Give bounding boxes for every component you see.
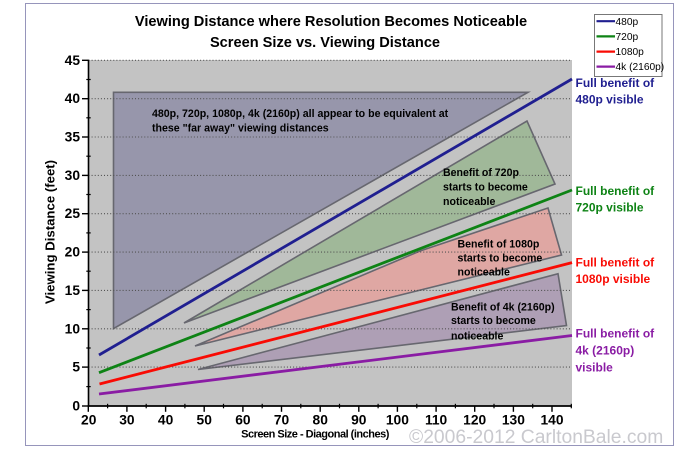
svg-text:20: 20 (81, 413, 97, 428)
svg-text:10: 10 (65, 321, 81, 336)
svg-text:starts to become: starts to become (458, 253, 543, 265)
svg-text:90: 90 (351, 413, 367, 428)
svg-text:480p: 480p (616, 17, 639, 28)
svg-text:Full benefit of: Full benefit of (576, 327, 656, 341)
svg-text:480p, 720p, 1080p, 4k (2160p): 480p, 720p, 1080p, 4k (2160p) all appear… (152, 108, 449, 120)
svg-text:Screen Size vs. Viewing Distan: Screen Size vs. Viewing Distance (210, 35, 440, 51)
svg-text:noticeable: noticeable (458, 267, 511, 279)
svg-text:4k (2160p): 4k (2160p) (616, 62, 665, 73)
svg-text:0: 0 (72, 399, 80, 414)
svg-text:15: 15 (65, 283, 81, 298)
svg-text:120: 120 (463, 413, 486, 428)
svg-text:60: 60 (235, 413, 251, 428)
svg-text:starts to become: starts to become (451, 315, 536, 327)
svg-text:5: 5 (72, 360, 80, 375)
svg-text:30: 30 (65, 168, 81, 183)
svg-text:50: 50 (197, 413, 213, 428)
svg-text:1080p: 1080p (616, 47, 645, 58)
svg-text:720p visible: 720p visible (576, 201, 644, 215)
svg-text:100: 100 (386, 413, 409, 428)
svg-text:Benefit of 1080p: Benefit of 1080p (458, 239, 540, 251)
svg-text:Benefit of 720p: Benefit of 720p (443, 167, 519, 179)
svg-text:Benefit of 4k (2160p): Benefit of 4k (2160p) (451, 302, 555, 314)
svg-text:45: 45 (65, 53, 81, 68)
svg-text:©2006-2012 CarltonBale.com: ©2006-2012 CarltonBale.com (409, 427, 663, 448)
svg-text:noticeable: noticeable (443, 196, 496, 208)
svg-text:Viewing Distance (feet): Viewing Distance (feet) (43, 160, 58, 304)
svg-text:Full benefit of: Full benefit of (576, 256, 656, 270)
svg-text:480p visible: 480p visible (576, 93, 644, 107)
svg-text:720p: 720p (616, 32, 639, 43)
svg-text:80: 80 (313, 413, 329, 428)
svg-text:Full benefit of: Full benefit of (576, 76, 656, 90)
svg-text:30: 30 (119, 413, 135, 428)
svg-text:130: 130 (502, 413, 525, 428)
svg-text:Viewing Distance where Resolut: Viewing Distance where Resolution Become… (135, 14, 527, 30)
svg-text:these "far away" viewing dista: these "far away" viewing distances (152, 123, 329, 135)
svg-text:25: 25 (65, 206, 81, 221)
svg-text:1080p visible: 1080p visible (576, 272, 651, 286)
svg-text:4k (2160p): 4k (2160p) (576, 344, 635, 358)
svg-text:20: 20 (65, 245, 81, 260)
svg-text:noticeable: noticeable (451, 331, 504, 343)
svg-text:140: 140 (540, 413, 563, 428)
svg-text:110: 110 (425, 413, 448, 428)
svg-text:40: 40 (158, 413, 174, 428)
svg-text:40: 40 (65, 91, 81, 106)
svg-text:35: 35 (65, 130, 81, 145)
svg-text:Full benefit of: Full benefit of (576, 184, 656, 198)
svg-text:Screen Size - Diagonal (inches: Screen Size - Diagonal (inches) (241, 429, 390, 441)
svg-text:starts to become: starts to become (443, 182, 528, 194)
svg-text:visible: visible (576, 361, 614, 375)
svg-text:70: 70 (274, 413, 290, 428)
